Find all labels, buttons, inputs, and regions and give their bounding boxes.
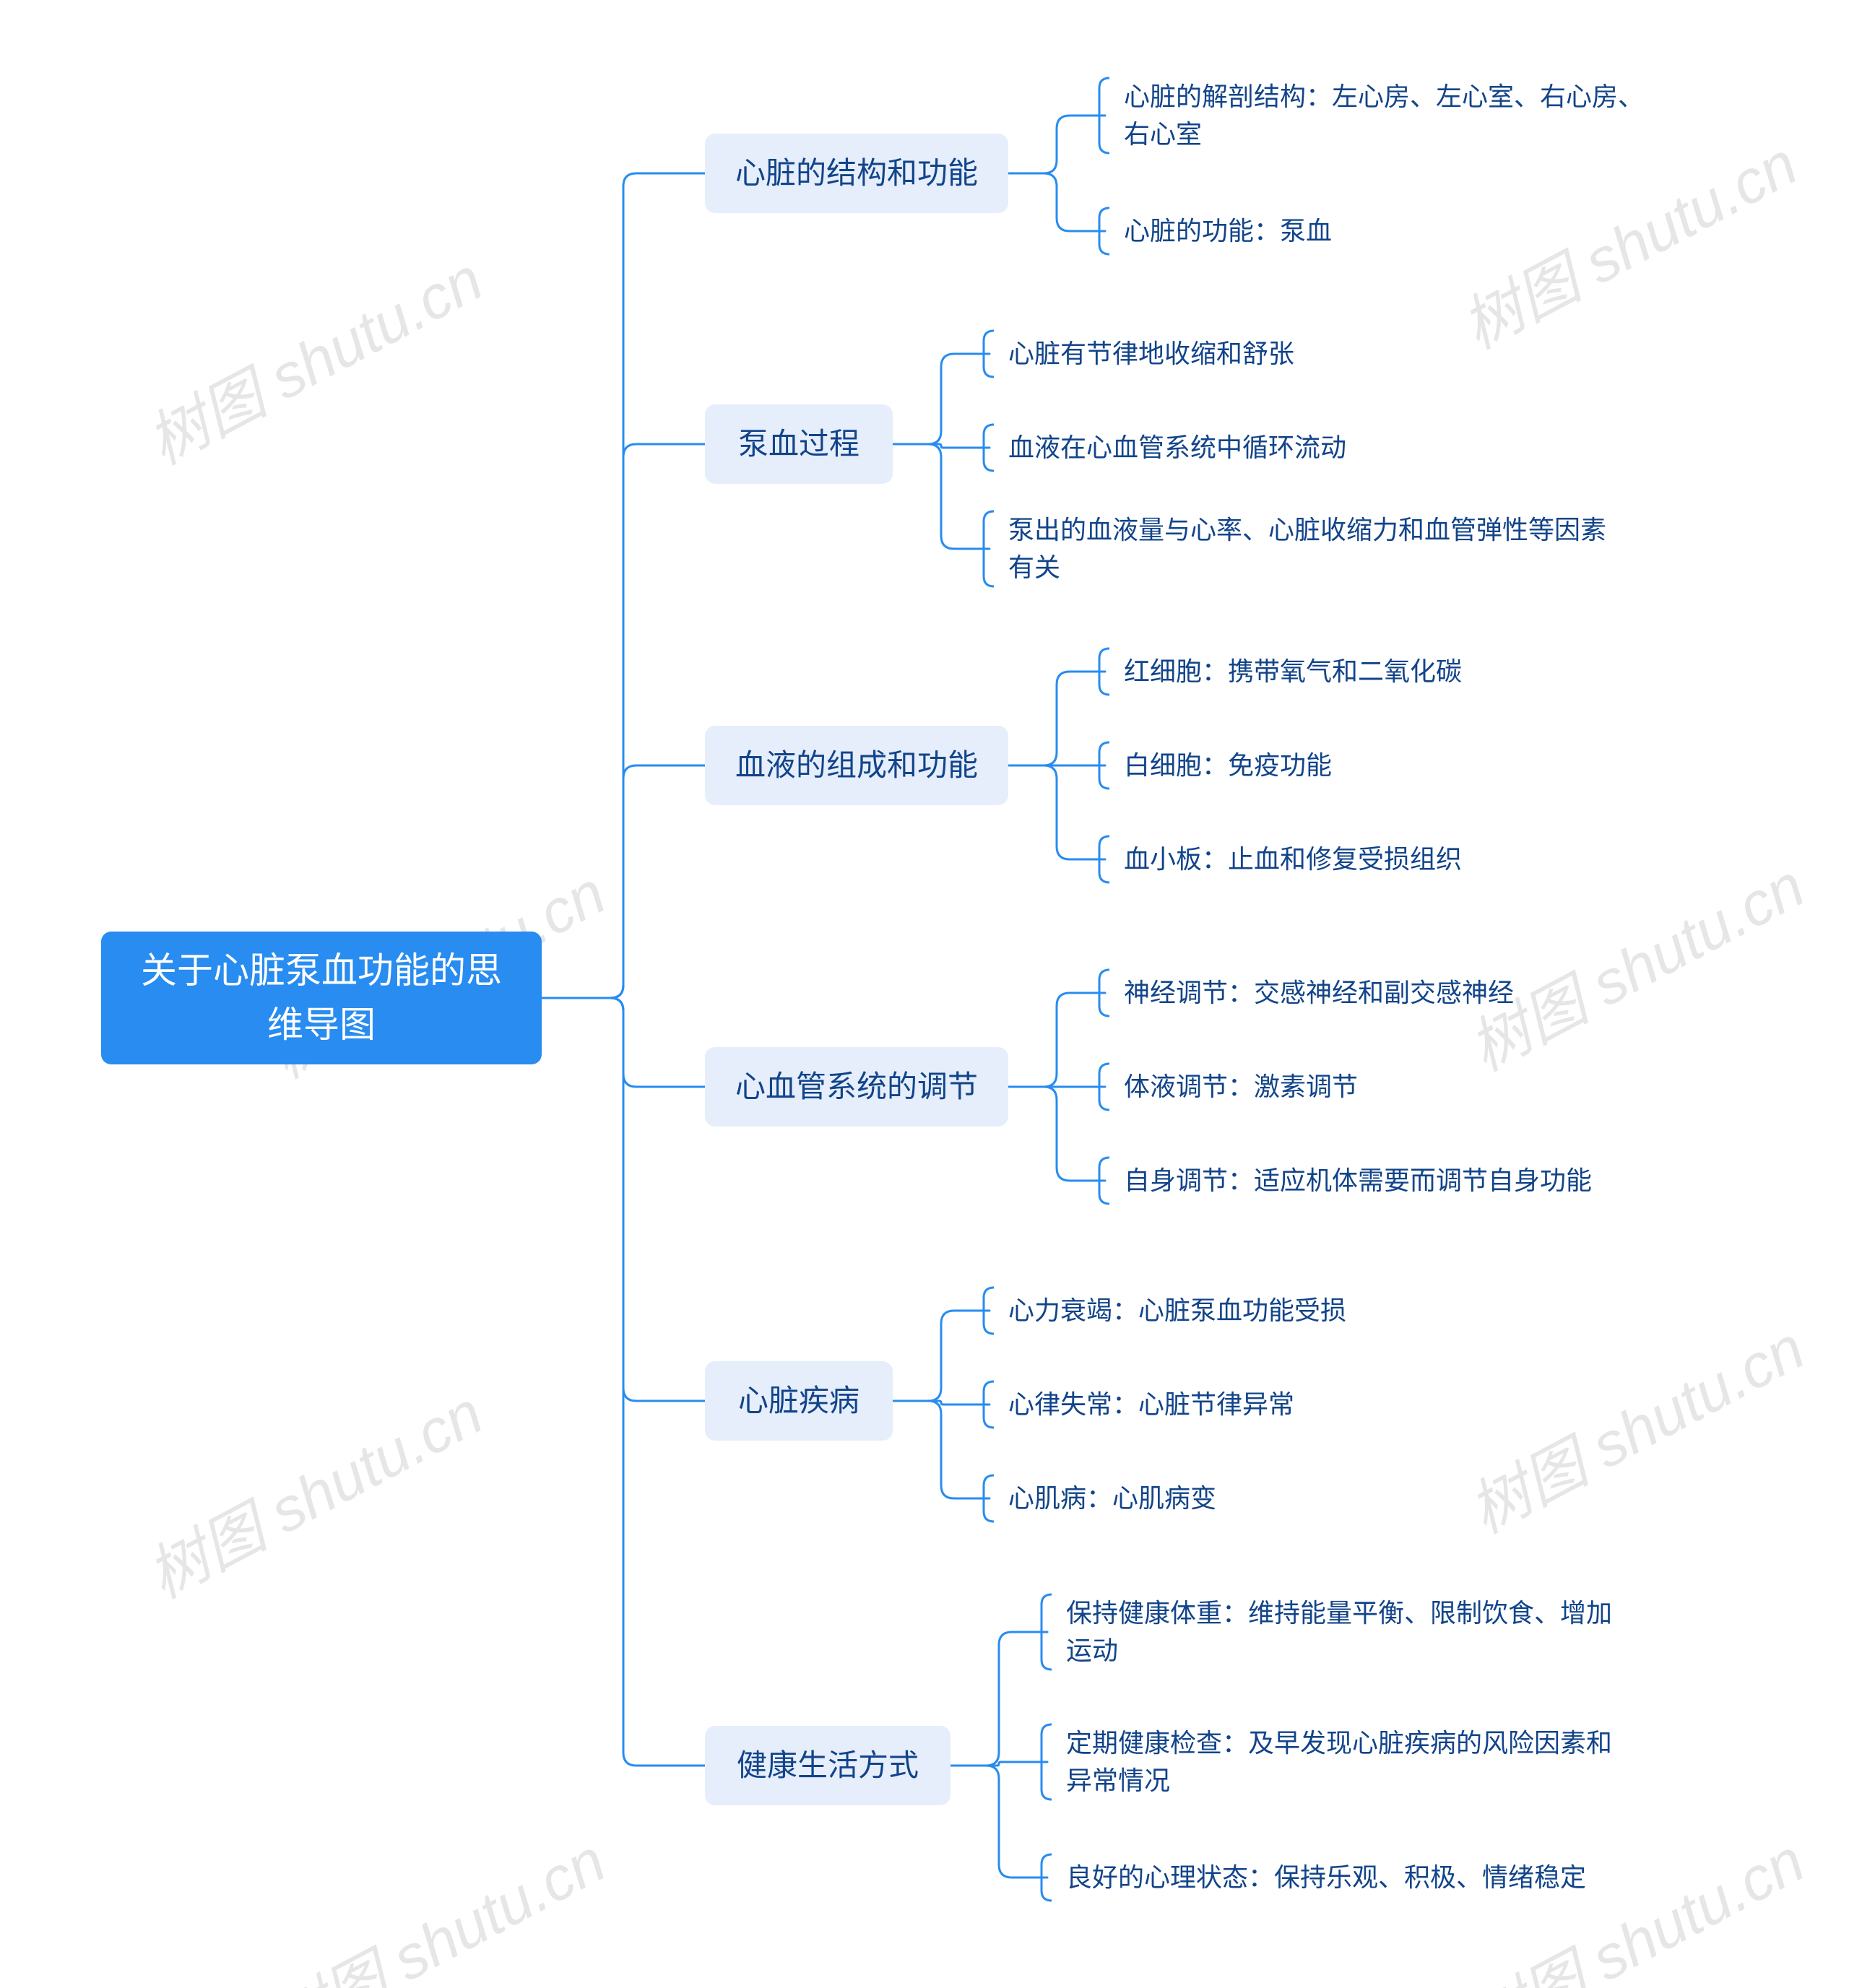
leaf-node: 心脏的解剖结构：左心房、左心室、右心房、右心室 [1105,72,1683,159]
branch-node: 心脏疾病 [705,1361,893,1441]
mindmap-canvas: 树图 shutu.cn 树图 shutu.cn 树图 shutu.cn 树图 shut… [0,0,1849,1988]
root-node: 关于心脏泵血功能的思维导图 [101,932,542,1064]
leaf-node: 神经调节：交感神经和副交感神经 [1105,964,1575,1022]
branch-node: 泵血过程 [705,404,893,484]
leaf-node: 体液调节：激素调节 [1105,1058,1423,1116]
branch-node: 心血管系统的调节 [705,1047,1008,1127]
leaf-node: 保持健康体重：维持能量平衡、限制饮食、增加运动 [1047,1589,1647,1675]
watermark: 树图 shutu.cn [130,1366,495,1615]
watermark: 树图 shutu.cn [130,232,495,482]
leaf-node: 心力衰竭：心脏泵血功能受损 [990,1282,1401,1340]
leaf-node: 良好的心理状态：保持乐观、积极、情绪稳定 [1047,1849,1647,1906]
watermark: 树图 shutu.cn [1452,1301,1817,1550]
leaf-node: 心脏有节律地收缩和舒张 [990,325,1365,383]
leaf-node: 定期健康检查：及早发现心脏疾病的风险因素和异常情况 [1047,1719,1647,1805]
leaf-node: 泵出的血液量与心率、心脏收缩力和血管弹性等因素有关 [990,505,1640,592]
leaf-node: 白细胞：免疫功能 [1105,737,1394,794]
branch-node: 心脏的结构和功能 [705,134,1008,213]
leaf-node: 红细胞：携带氧气和二氧化碳 [1105,643,1517,700]
leaf-node: 心律失常：心脏节律异常 [990,1376,1358,1433]
leaf-node: 心脏的功能：泵血 [1105,202,1394,260]
leaf-node: 血小板：止血和修复受损组织 [1105,830,1517,888]
branch-node: 健康生活方式 [705,1726,951,1805]
leaf-node: 自身调节：适应机体需要而调节自身功能 [1105,1152,1654,1210]
watermark: 树图 shutu.cn [253,1813,618,1988]
branch-node: 血液的组成和功能 [705,726,1008,805]
leaf-node: 血液在心血管系统中循环流动 [990,419,1423,477]
leaf-node: 心肌病：心肌病变 [990,1470,1278,1527]
